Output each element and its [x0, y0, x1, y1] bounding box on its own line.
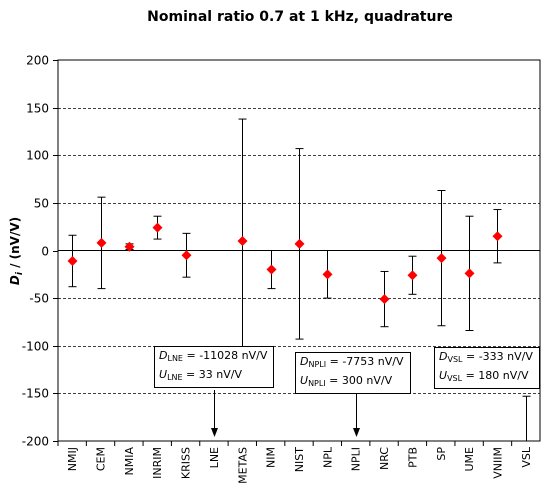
x-tick-label: INRIM [151, 447, 164, 479]
y-tick-label: 150 [26, 102, 49, 116]
y-tick-label: -200 [22, 435, 49, 449]
off-scale-arrows [211, 390, 360, 437]
y-axis-ticks: 200 150 100 50 0 -50 -100 -150 -200 [22, 54, 58, 449]
data-point [492, 231, 503, 242]
x-tick-label: NMIA [123, 447, 136, 476]
x-tick-label: PTB [406, 447, 419, 468]
x-tick-label: METAS [236, 447, 249, 484]
y-axis-label-symbol: D [8, 275, 22, 285]
x-tick-label: SP [435, 447, 448, 461]
x-tick-label: NIM [265, 447, 278, 468]
y-tick-label: -100 [22, 340, 49, 354]
y-tick-label: 200 [26, 54, 49, 68]
data-point [96, 237, 107, 248]
y-axis-label: Di / (nV/V) [8, 217, 25, 285]
x-tick-label: VSL [520, 446, 533, 468]
data-point [294, 238, 305, 249]
data-points [67, 222, 503, 305]
y-tick-label: 50 [34, 197, 49, 211]
y-tick-label: 100 [26, 149, 49, 163]
y-axis-label-units: / (nV/V) [8, 217, 22, 272]
y-tick-label: -150 [22, 387, 49, 401]
y-tick-label: -50 [29, 292, 49, 306]
data-point [436, 253, 447, 264]
x-tick-label: KRISS [180, 447, 193, 479]
data-point [124, 241, 135, 252]
x-tick-label: LNE [208, 447, 221, 468]
x-tick-label: UME [463, 447, 476, 472]
data-point [67, 255, 78, 266]
data-point [237, 235, 248, 246]
x-tick-label: CEM [95, 447, 108, 471]
annotation-vsl: DVSL = -333 nV/V UVSL = 180 nV/V [434, 347, 540, 389]
off-scale-arrow-head [353, 428, 360, 437]
x-tick-label: NIST [293, 447, 306, 472]
y-tick-label: 0 [41, 245, 49, 259]
x-tick-label: VNIIM [491, 447, 504, 479]
data-point [181, 250, 192, 261]
annotation-npli: DNPLI = -7753 nV/V UNPLI = 300 nV/V [295, 352, 411, 394]
y-axis-label-subscript: i [15, 271, 25, 275]
data-point [379, 294, 390, 305]
data-point [322, 269, 333, 280]
data-point [407, 270, 418, 281]
x-tick-label: NRC [378, 447, 391, 470]
data-point [266, 264, 277, 275]
off-scale-arrow-head [211, 428, 218, 437]
chart-title: Nominal ratio 0.7 at 1 kHz, quadrature [147, 9, 453, 25]
x-axis-labels: NMIJ CEM NMIA INRIM KRISS LNE METAS NIM NIST NPL N… [57, 441, 533, 484]
x-tick-label: NMIJ [66, 447, 79, 471]
x-tick-label: NPLI [350, 447, 363, 471]
data-point [464, 268, 475, 279]
data-point [152, 222, 163, 233]
x-tick-label: NPL [321, 446, 334, 468]
annotation-lne: DLNE = -11028 nV/V ULNE = 33 nV/V [154, 346, 275, 388]
